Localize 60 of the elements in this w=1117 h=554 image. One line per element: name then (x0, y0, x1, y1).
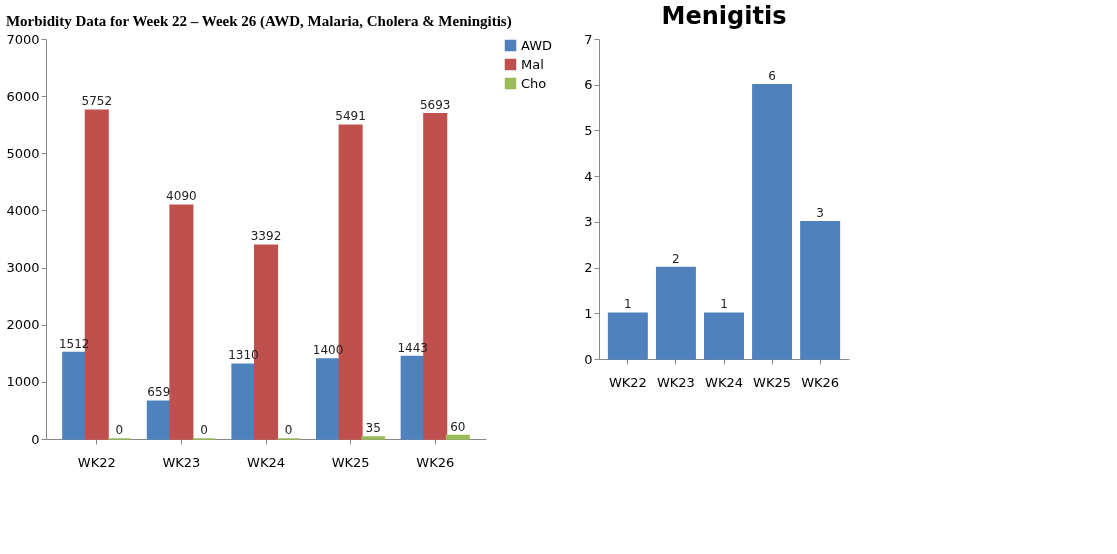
bar (752, 83, 793, 360)
data-label: 5752 (81, 94, 113, 109)
y-tick-label: 5000 (6, 145, 40, 161)
x-tick-label: WK22 (77, 454, 116, 470)
y-tick-label: 5 (584, 122, 593, 138)
data-label: 5491 (335, 109, 366, 124)
bar (62, 351, 87, 440)
bar (800, 221, 841, 360)
x-tick-label: WK26 (801, 374, 840, 390)
data-label: 659 (147, 385, 171, 400)
y-tick-label: 0 (31, 431, 40, 447)
y-tick-label: 2 (584, 260, 593, 276)
data-label: 6 (768, 68, 776, 83)
bar (169, 204, 194, 440)
y-tick-label: 7 (584, 31, 593, 47)
x-tick-label: WK23 (162, 454, 201, 470)
bar (231, 363, 256, 440)
y-tick-label: 6000 (6, 88, 40, 104)
data-label: 2 (672, 251, 680, 266)
bar (607, 312, 648, 360)
x-tick-label: WK24 (247, 454, 285, 470)
data-label: 4090 (166, 189, 197, 204)
x-tick-label: WK25 (753, 374, 792, 390)
data-label: 0 (115, 423, 124, 437)
bar (655, 266, 696, 360)
bar (704, 312, 744, 360)
y-tick-label: 6 (584, 77, 593, 93)
bar (146, 400, 171, 440)
y-tick-label: 4000 (6, 202, 40, 218)
legend-label: AWD (521, 37, 553, 53)
bar (445, 434, 470, 440)
bar (400, 355, 425, 440)
x-tick-label: WK24 (705, 374, 743, 390)
data-label: 1 (720, 297, 728, 312)
y-tick-label: 7000 (6, 31, 40, 47)
legend-label: Cho (521, 75, 547, 91)
y-tick-label: 2000 (6, 317, 40, 333)
data-label: 3 (816, 205, 824, 220)
y-tick-label: 0 (584, 351, 593, 367)
data-label: 1 (624, 297, 632, 312)
data-label: 35 (365, 421, 381, 435)
y-tick-label: 1000 (6, 374, 40, 390)
x-tick-label: WK26 (416, 454, 455, 470)
legend-label: Mal (521, 56, 544, 72)
bar (316, 358, 341, 440)
y-tick-label: 1 (584, 305, 593, 321)
y-tick-label: 3000 (6, 260, 40, 276)
data-label: 60 (450, 419, 466, 434)
data-label: 5693 (419, 97, 451, 112)
x-tick-label: WK25 (331, 454, 370, 470)
bar (361, 436, 386, 440)
x-tick-label: WK22 (608, 374, 647, 390)
data-label: 3392 (250, 229, 282, 244)
chart-title: Menigitis (661, 2, 787, 30)
chart-title: Morbidity Data for Week 22 – Week 26 (AWD, Malaria, Cholera & Meningitis) (5, 13, 512, 30)
data-label: 0 (284, 423, 293, 437)
y-tick-label: 3 (584, 214, 593, 230)
x-tick-label: WK23 (656, 374, 695, 390)
y-tick-label: 4 (584, 168, 593, 184)
data-label: 0 (200, 423, 208, 437)
